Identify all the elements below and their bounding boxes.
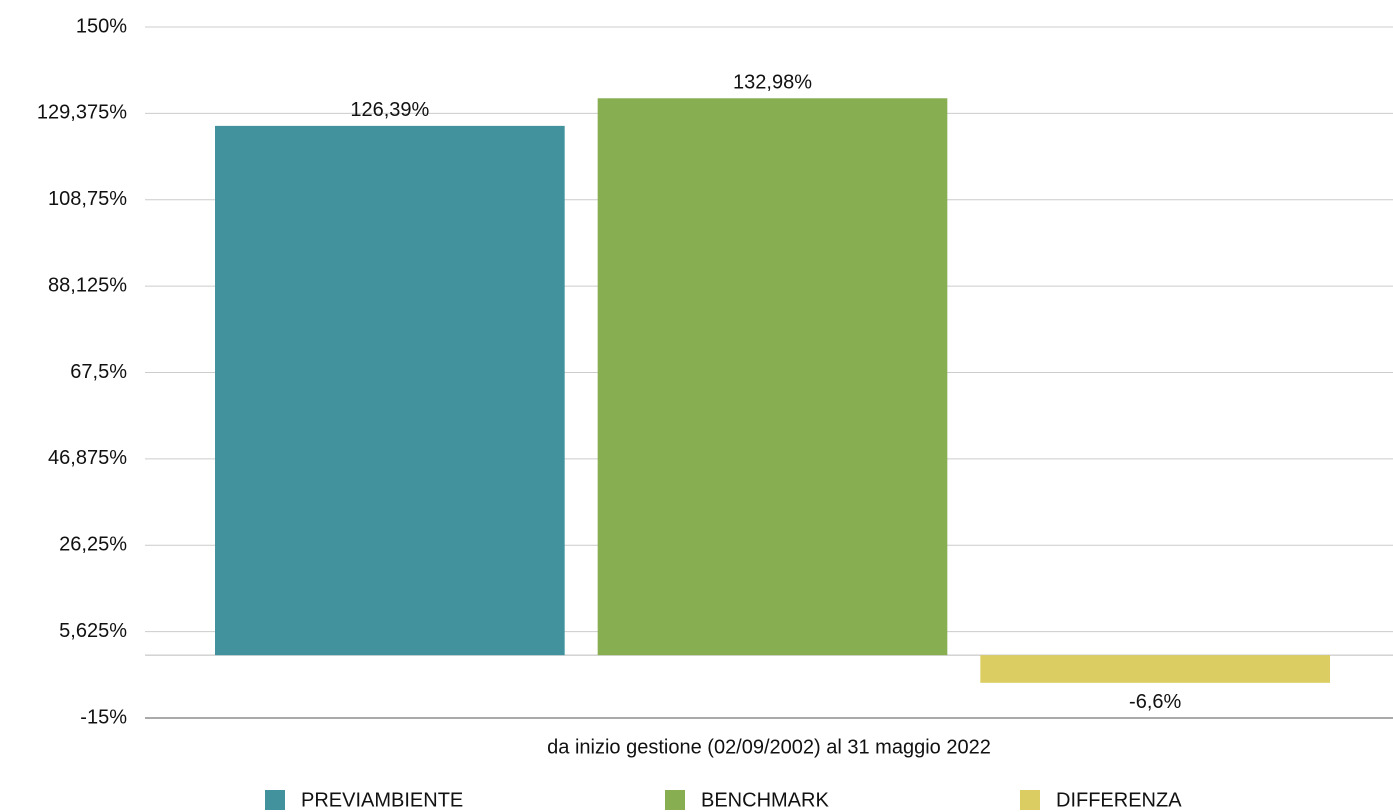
legend-label: BENCHMARK — [701, 789, 829, 811]
x-tick-label: da inizio gestione (02/09/2002) al 31 ma… — [547, 736, 991, 758]
y-tick-label: 150% — [76, 15, 127, 37]
y-tick-label: 26,25% — [59, 534, 127, 556]
bar — [215, 125, 565, 656]
y-tick-label: 67,5% — [70, 361, 127, 383]
bar — [980, 655, 1330, 683]
legend-swatch — [1020, 790, 1040, 810]
y-tick-label: 88,125% — [48, 274, 127, 296]
y-tick-label: 5,625% — [59, 620, 127, 642]
value-label: -6,6% — [1129, 691, 1181, 713]
bar — [597, 98, 948, 656]
y-tick-label: 108,75% — [48, 188, 127, 210]
y-tick-label: 46,875% — [48, 447, 127, 469]
value-label: 132,98% — [733, 72, 812, 94]
legend-label: PREVIAMBIENTE — [301, 789, 463, 811]
y-tick-label: 129,375% — [37, 102, 127, 124]
legend-swatch — [665, 790, 685, 810]
legend-swatch — [265, 790, 285, 810]
y-tick-label: -15% — [80, 706, 127, 728]
value-label: 126,39% — [350, 99, 429, 121]
legend-label: DIFFERENZA — [1056, 789, 1182, 811]
